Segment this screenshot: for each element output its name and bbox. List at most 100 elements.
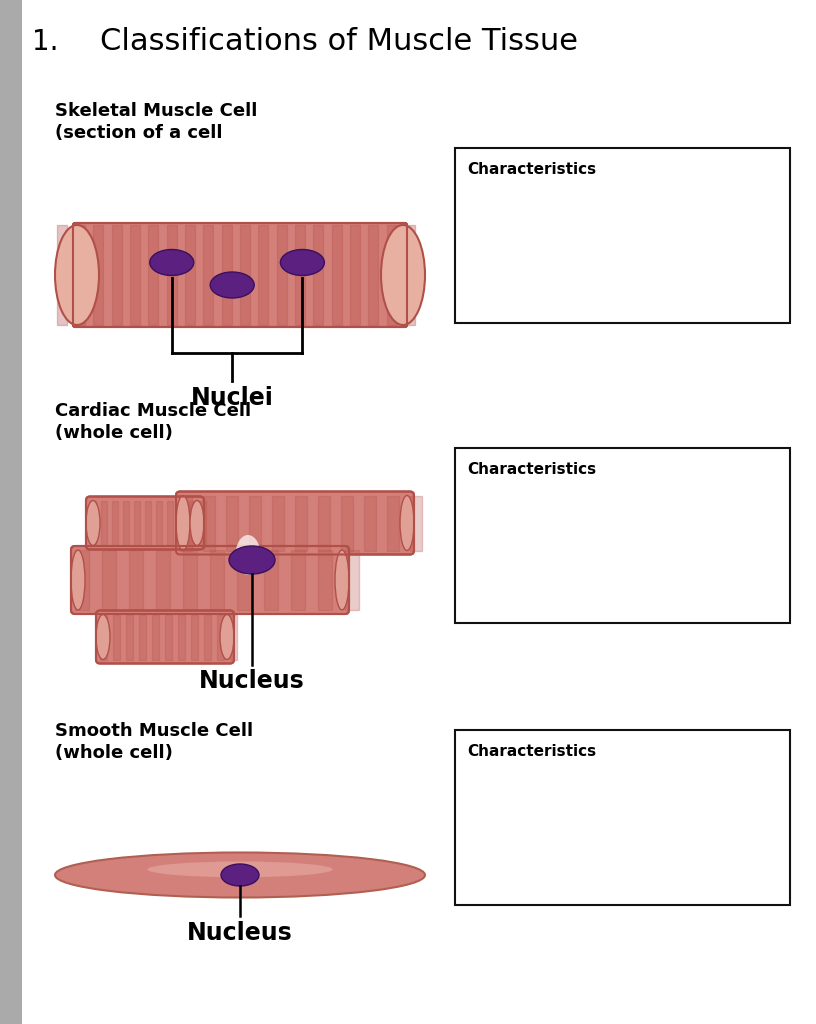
Polygon shape [200, 501, 206, 546]
Polygon shape [277, 225, 286, 325]
Ellipse shape [381, 225, 425, 325]
Polygon shape [112, 501, 118, 546]
Polygon shape [123, 501, 128, 546]
Polygon shape [387, 225, 397, 325]
Polygon shape [203, 496, 215, 551]
FancyBboxPatch shape [73, 223, 407, 327]
Polygon shape [405, 225, 415, 325]
Polygon shape [191, 614, 197, 659]
Ellipse shape [400, 496, 414, 551]
Polygon shape [318, 550, 331, 610]
Polygon shape [222, 225, 232, 325]
Polygon shape [185, 225, 195, 325]
FancyBboxPatch shape [96, 610, 234, 664]
Text: Characteristics: Characteristics [467, 462, 596, 477]
Polygon shape [295, 496, 307, 551]
Polygon shape [93, 225, 104, 325]
Text: Skeletal Muscle Cell: Skeletal Muscle Cell [55, 102, 257, 120]
Polygon shape [112, 225, 122, 325]
Text: (section of a cell: (section of a cell [55, 124, 223, 142]
Bar [455, 730, 790, 905]
Polygon shape [113, 614, 119, 659]
Ellipse shape [148, 861, 332, 878]
Polygon shape [249, 496, 260, 551]
FancyBboxPatch shape [71, 546, 349, 614]
Polygon shape [259, 225, 268, 325]
Text: Nucleus: Nucleus [199, 670, 305, 693]
Text: Smooth Muscle Cell: Smooth Muscle Cell [55, 722, 253, 740]
Ellipse shape [236, 535, 260, 575]
Text: Characteristics: Characteristics [467, 162, 596, 177]
FancyBboxPatch shape [86, 497, 204, 550]
Ellipse shape [190, 501, 204, 546]
Polygon shape [331, 225, 342, 325]
Ellipse shape [220, 614, 234, 659]
Polygon shape [139, 614, 145, 659]
Polygon shape [230, 614, 237, 659]
Polygon shape [203, 225, 214, 325]
Polygon shape [272, 496, 283, 551]
Text: (whole cell): (whole cell) [55, 424, 173, 442]
Text: Cardiac Muscle Cell: Cardiac Muscle Cell [55, 402, 251, 420]
Ellipse shape [176, 496, 190, 551]
Polygon shape [130, 225, 140, 325]
Polygon shape [345, 550, 358, 610]
Polygon shape [264, 550, 277, 610]
Polygon shape [237, 550, 251, 610]
Polygon shape [90, 501, 95, 546]
Text: 1.: 1. [32, 28, 59, 56]
Polygon shape [100, 614, 107, 659]
Polygon shape [210, 550, 224, 610]
Polygon shape [166, 225, 177, 325]
Ellipse shape [96, 614, 110, 659]
Polygon shape [101, 501, 107, 546]
Polygon shape [134, 501, 140, 546]
Polygon shape [226, 496, 237, 551]
Polygon shape [180, 496, 192, 551]
Polygon shape [156, 550, 170, 610]
Polygon shape [291, 550, 304, 610]
Ellipse shape [86, 501, 100, 546]
Ellipse shape [55, 225, 99, 325]
Bar [455, 148, 790, 323]
FancyBboxPatch shape [176, 492, 414, 555]
Polygon shape [102, 550, 116, 610]
Polygon shape [341, 496, 353, 551]
Polygon shape [387, 496, 398, 551]
Ellipse shape [55, 853, 425, 897]
Polygon shape [145, 501, 150, 546]
Bar [0, 0, 22, 1024]
Polygon shape [240, 225, 250, 325]
Ellipse shape [335, 550, 349, 610]
Polygon shape [129, 550, 143, 610]
Polygon shape [368, 225, 379, 325]
Polygon shape [149, 225, 158, 325]
Polygon shape [126, 614, 132, 659]
Polygon shape [167, 501, 172, 546]
Polygon shape [350, 225, 360, 325]
Polygon shape [156, 501, 162, 546]
Polygon shape [318, 496, 330, 551]
Text: Nuclei: Nuclei [191, 386, 273, 410]
Polygon shape [364, 496, 375, 551]
Ellipse shape [71, 550, 85, 610]
Ellipse shape [221, 864, 259, 886]
Polygon shape [410, 496, 422, 551]
Polygon shape [204, 614, 211, 659]
Polygon shape [75, 225, 85, 325]
Text: Classifications of Muscle Tissue: Classifications of Muscle Tissue [100, 28, 578, 56]
Polygon shape [217, 614, 224, 659]
Polygon shape [75, 550, 88, 610]
Polygon shape [152, 614, 158, 659]
Text: Characteristics: Characteristics [467, 744, 596, 759]
Polygon shape [165, 614, 171, 659]
Bar [455, 449, 790, 623]
Polygon shape [313, 225, 323, 325]
Text: Nucleus: Nucleus [187, 921, 293, 944]
Polygon shape [183, 550, 197, 610]
Ellipse shape [211, 272, 255, 298]
Ellipse shape [281, 250, 325, 275]
Polygon shape [56, 225, 67, 325]
Polygon shape [178, 614, 184, 659]
Polygon shape [295, 225, 305, 325]
